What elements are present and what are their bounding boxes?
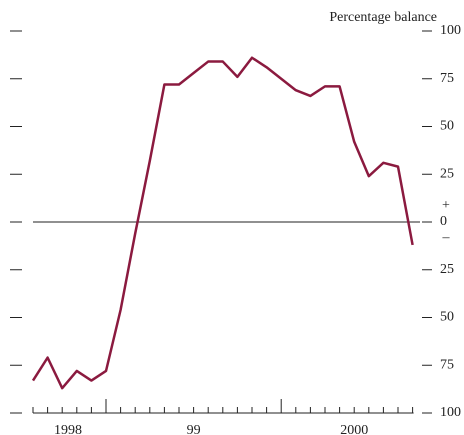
x-year-label: 2000: [340, 423, 368, 435]
y-tick-label: 0: [440, 214, 447, 229]
minus-sign: –: [442, 230, 451, 245]
y-tick-label: 50: [440, 119, 454, 134]
y-tick-label: 75: [440, 71, 454, 86]
y-tick-label: 100: [440, 23, 461, 38]
x-year-label: 99: [187, 423, 201, 435]
data-line: [31, 56, 414, 390]
x-year-label: 1998: [54, 423, 82, 435]
y-tick-label: 100: [440, 405, 461, 420]
y-tick-label: 75: [440, 357, 454, 372]
plus-sign: +: [442, 198, 450, 213]
y-tick-label: 25: [440, 166, 454, 181]
y-tick-label: 25: [440, 262, 454, 277]
axis-title: Percentage balance: [329, 10, 437, 25]
y-tick-label: 50: [440, 310, 454, 325]
